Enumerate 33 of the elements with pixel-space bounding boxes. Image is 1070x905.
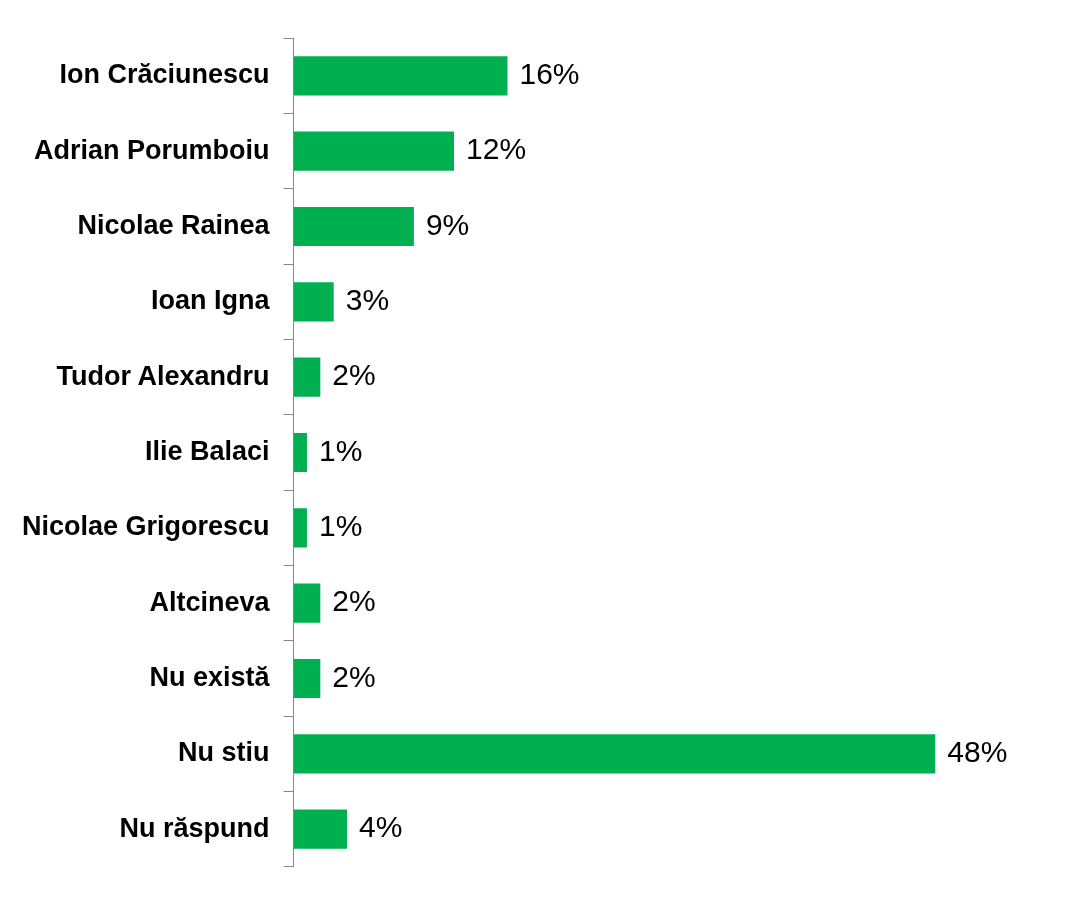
y-tick-label: Ioan Igna [151, 285, 271, 316]
data-label: 3% [345, 283, 390, 317]
y-tick-label: Nu există [149, 661, 271, 692]
bar [293, 734, 936, 774]
data-label: 4% [359, 810, 403, 844]
y-tick-label: Adrian Porumboiu [34, 134, 270, 165]
y-tick-label: Ion Crăciunescu [59, 59, 270, 90]
y-tick-label: Nu răspund [119, 812, 270, 843]
y-tick-label: Nu stiu [178, 737, 270, 768]
y-tick-label: Ilie Balaci [145, 435, 270, 466]
data-label: 1% [318, 433, 363, 467]
data-label: 2% [332, 584, 376, 618]
data-label: 2% [332, 358, 376, 392]
y-tick-label: Altcineva [149, 586, 271, 617]
bar [293, 357, 321, 397]
bar [293, 282, 334, 322]
y-tick-label: Tudor Alexandru [56, 360, 270, 391]
bar [293, 583, 321, 623]
data-label: 9% [425, 207, 470, 241]
bar [293, 809, 348, 849]
bar [293, 56, 508, 96]
y-tick-label: Nicolae Rainea [77, 209, 271, 240]
data-label: 48% [947, 735, 1008, 769]
bar [293, 658, 321, 699]
data-label: 16% [519, 57, 580, 91]
bar [293, 131, 455, 171]
data-label: 12% [466, 132, 527, 166]
y-tick-label: Nicolae Grigorescu [21, 511, 270, 542]
data-label: 2% [332, 659, 376, 693]
data-label: 1% [318, 509, 363, 543]
bar [293, 206, 414, 247]
bar [293, 432, 307, 473]
bar [293, 508, 307, 548]
